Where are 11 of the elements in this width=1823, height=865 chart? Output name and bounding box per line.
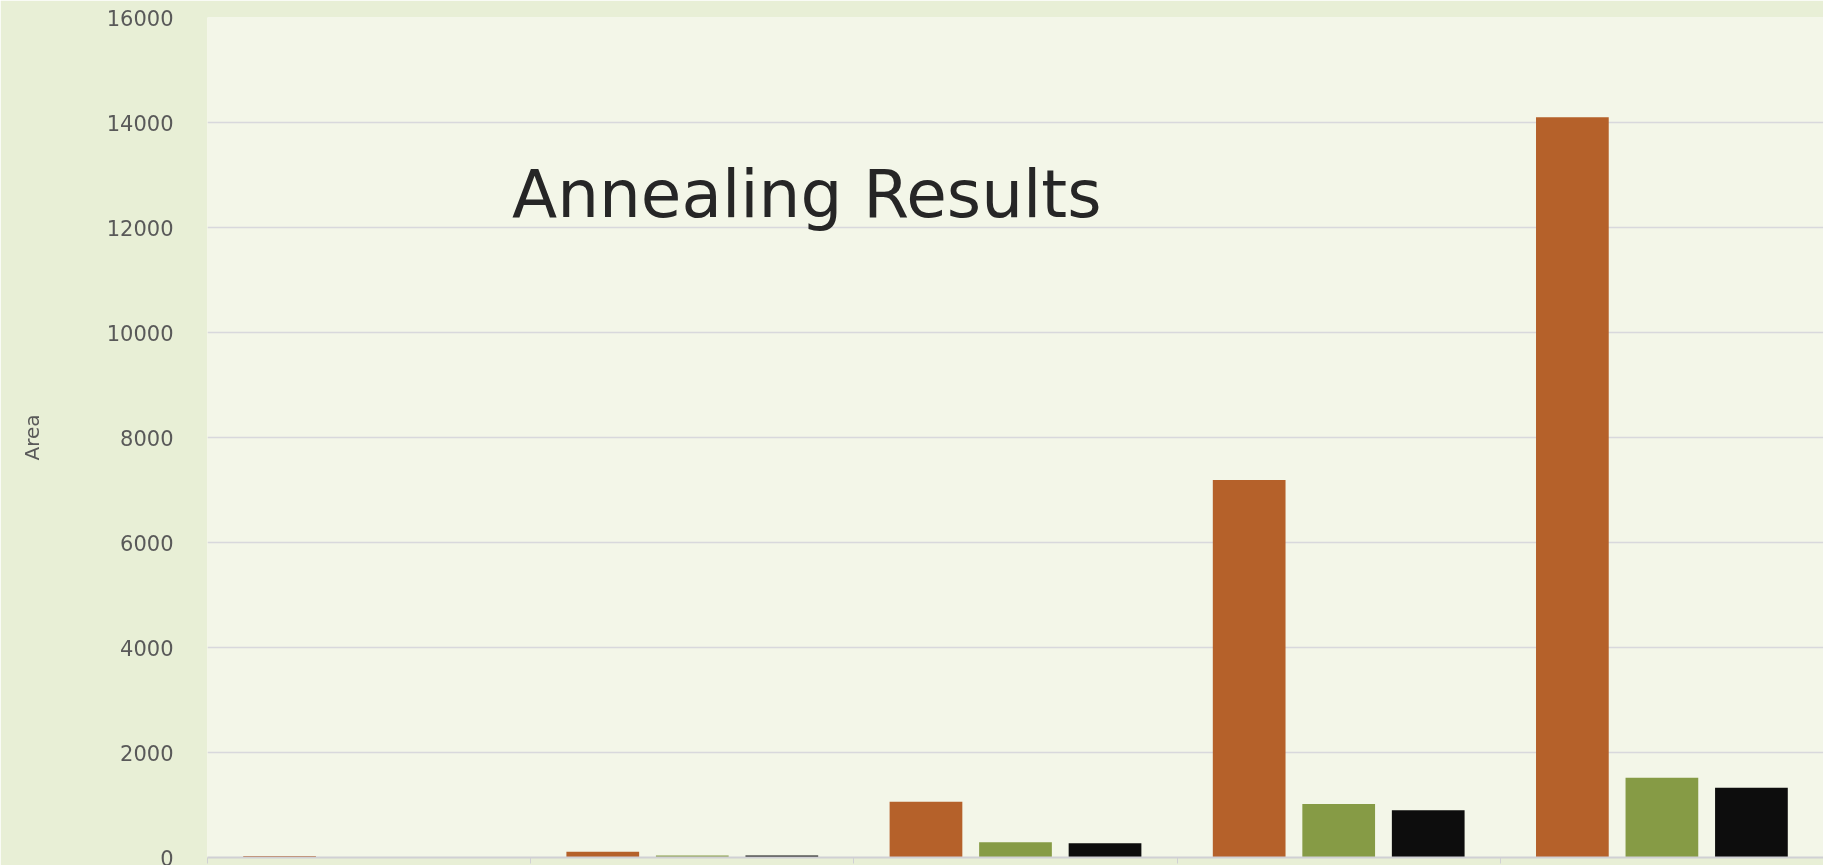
- y-tick-label: 10000: [106, 321, 174, 346]
- y-axis-title: Area: [19, 414, 44, 461]
- y-tick-label: 14000: [106, 111, 174, 136]
- text: Annealing Results: [512, 155, 1102, 233]
- y-tick-label: 0: [160, 846, 174, 865]
- y-tick-label: 6000: [120, 531, 174, 556]
- y-tick-label: 4000: [120, 636, 174, 661]
- y-tick-label: 2000: [120, 741, 174, 766]
- y-tick-label: 8000: [120, 426, 174, 451]
- y-tick-label: 12000: [106, 216, 174, 241]
- y-tick-label: 16000: [106, 6, 174, 31]
